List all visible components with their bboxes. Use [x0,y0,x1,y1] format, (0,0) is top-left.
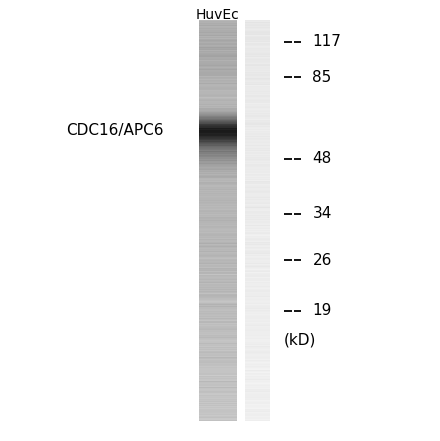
Text: 117: 117 [312,34,341,49]
Text: 26: 26 [312,253,332,268]
Text: 19: 19 [312,303,332,318]
Text: 34: 34 [312,206,332,221]
Text: 85: 85 [312,70,332,85]
Text: CDC16/APC6: CDC16/APC6 [66,123,163,138]
Text: (kD): (kD) [284,332,316,347]
Text: HuvEc: HuvEc [196,7,240,22]
Text: 48: 48 [312,151,332,166]
